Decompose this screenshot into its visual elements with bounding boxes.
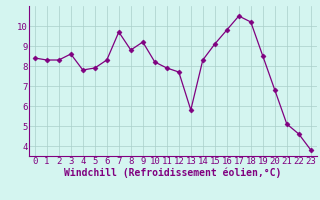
X-axis label: Windchill (Refroidissement éolien,°C): Windchill (Refroidissement éolien,°C) (64, 167, 282, 178)
